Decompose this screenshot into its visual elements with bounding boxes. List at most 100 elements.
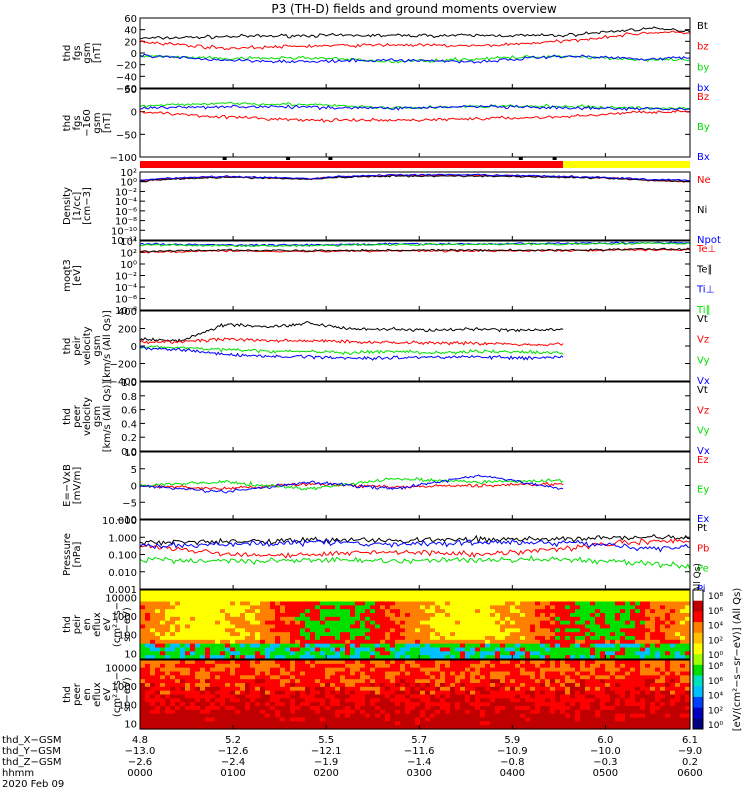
heatmap-cell [350, 601, 356, 606]
heatmap-cell [295, 698, 301, 703]
heatmap-cell [150, 628, 156, 633]
heatmap-cell [335, 717, 341, 722]
heatmap-cell [560, 709, 566, 715]
x-row-value: −10.0 [590, 746, 621, 757]
heatmap-cell [490, 613, 496, 618]
heatmap-cell [595, 632, 601, 637]
heatmap-cell [205, 713, 211, 719]
heatmap-cell [425, 675, 431, 680]
heatmap-cell [500, 620, 506, 626]
heatmap-cell [380, 647, 386, 652]
heatmap-cell [235, 601, 241, 606]
heatmap-cell [295, 639, 301, 645]
heatmap-cell [340, 620, 346, 626]
heatmap-cell [275, 713, 281, 719]
heatmap-cell [470, 690, 476, 696]
heatmap-cell [155, 590, 161, 595]
heatmap-cell [605, 616, 611, 622]
heatmap-cell [630, 651, 636, 656]
heatmap-cell [205, 628, 211, 633]
heatmap-cell [255, 605, 261, 610]
heatmap-cell [475, 601, 481, 606]
heatmap-cell [305, 643, 311, 649]
panel-frame [139, 88, 691, 158]
heatmap-cell [275, 643, 281, 649]
heatmap-cell [415, 632, 421, 637]
heatmap-cell [400, 620, 406, 626]
heatmap-cell [510, 683, 516, 688]
heatmap-cell [580, 616, 586, 622]
heatmap-cell [335, 639, 341, 645]
heatmap-cell [540, 628, 546, 633]
heatmap-cell [315, 609, 321, 614]
heatmap-cell [470, 686, 476, 692]
heatmap-cell [525, 721, 531, 726]
heatmap-cell [340, 717, 346, 722]
heatmap-cell [210, 597, 216, 603]
heatmap-cell [205, 698, 211, 703]
heatmap-cell [460, 620, 466, 626]
heatmap-cell [470, 663, 476, 669]
heatmap-cell [650, 651, 656, 656]
heatmap-cell [465, 655, 471, 660]
heatmap-cell [680, 593, 686, 599]
heatmap-cell [600, 628, 606, 633]
heatmap-cell [520, 624, 526, 629]
heatmap-cell [295, 655, 301, 660]
heatmap-cell [555, 667, 561, 673]
heatmap-cell [670, 655, 676, 660]
heatmap-cell [395, 721, 401, 726]
heatmap-cell [210, 639, 216, 645]
heatmap-cell [610, 690, 616, 696]
heatmap-cell [210, 601, 216, 606]
heatmap-cell [185, 616, 191, 622]
heatmap-cell [685, 609, 691, 614]
heatmap-cell [495, 698, 501, 703]
heatmap-cell [235, 628, 241, 633]
heatmap-cell [190, 694, 196, 699]
heatmap-cell [480, 632, 486, 637]
heatmap-cell [530, 616, 536, 622]
heatmap-cell [345, 702, 351, 707]
heatmap-cell [230, 675, 236, 680]
heatmap-cell [265, 605, 271, 610]
heatmap-cell [410, 675, 416, 680]
heatmap-cell [275, 721, 281, 726]
heatmap-cell [205, 717, 211, 722]
heatmap-cell [425, 667, 431, 673]
heatmap-cell [530, 702, 536, 707]
heatmap-cell [600, 660, 606, 665]
heatmap-cell [530, 605, 536, 610]
heatmap-cell [425, 593, 431, 599]
heatmap-cell [475, 686, 481, 692]
heatmap-cell [525, 683, 531, 688]
heatmap-cell [610, 609, 616, 614]
heatmap-cell [685, 613, 691, 618]
heatmap-cell [410, 613, 416, 618]
heatmap-cell [520, 675, 526, 680]
heatmap-cell [485, 624, 491, 629]
heatmap-cell [485, 601, 491, 606]
heatmap-cell [205, 616, 211, 622]
heatmap-cell [490, 636, 496, 641]
heatmap-cell [265, 651, 271, 656]
heatmap-cell [675, 690, 681, 696]
heatmap-cell [335, 616, 341, 622]
heatmap-cell [300, 725, 306, 730]
heatmap-cell [225, 694, 231, 699]
heatmap-cell [170, 667, 176, 673]
heatmap-cell [680, 667, 686, 673]
y-axis-label: gsm [92, 112, 103, 133]
heatmap-cell [600, 620, 606, 626]
heatmap-cell [400, 683, 406, 688]
heatmap-cell [355, 613, 361, 618]
heatmap-cell [670, 590, 676, 595]
heatmap-cell [500, 683, 506, 688]
heatmap-cell [150, 709, 156, 715]
heatmap-cell [685, 639, 691, 645]
heatmap-cell [370, 643, 376, 649]
heatmap-cell [570, 613, 576, 618]
heatmap-cell [515, 690, 521, 696]
heatmap-cell [600, 683, 606, 688]
heatmap-cell [425, 609, 431, 614]
